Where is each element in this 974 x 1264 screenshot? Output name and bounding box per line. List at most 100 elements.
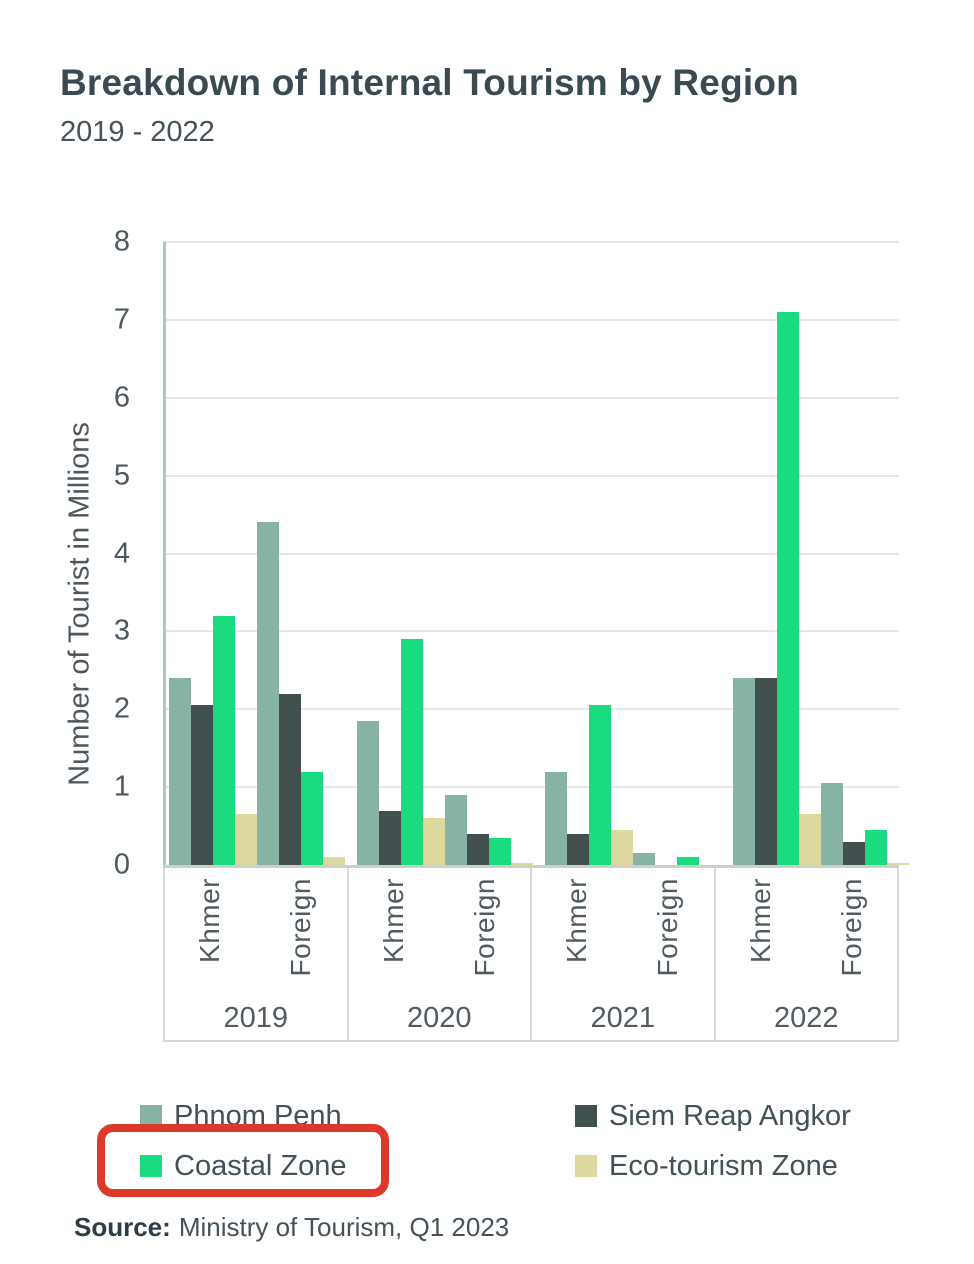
x-axis-half: Foreign — [256, 878, 347, 976]
bar-siem-reap-angkor — [567, 833, 589, 865]
bar-siem-reap-angkor — [843, 841, 865, 865]
bar-group-2020 — [351, 242, 539, 865]
bar-eco-tourism-zone — [611, 829, 633, 865]
legend-item-eco-tourism-zone: Eco-tourism Zone — [575, 1148, 851, 1184]
x-axis-half: Foreign — [439, 878, 530, 976]
x-tick-label-khmer: Khmer — [561, 878, 593, 963]
bar-cluster-2022-foreign — [821, 242, 909, 865]
gridline — [163, 318, 899, 321]
y-tick-label: 3 — [113, 614, 130, 647]
plot-area — [163, 241, 909, 866]
bar-phnom-penh — [733, 678, 755, 865]
source-line: Source: Ministry of Tourism, Q1 2023 — [74, 1212, 509, 1243]
bar-eco-tourism-zone — [235, 814, 257, 865]
x-tick-label-foreign: Foreign — [285, 878, 317, 977]
x-axis-half: Foreign — [623, 878, 714, 976]
x-axis-half: Foreign — [806, 878, 897, 976]
bar-siem-reap-angkor — [379, 810, 401, 865]
x-axis: Khmer Foreign 2019 Khmer Foreign 2020 Khmer For… — [163, 865, 899, 1042]
highlight-annotation-coastal-zone — [97, 1124, 389, 1197]
gridline — [163, 552, 899, 555]
bar-coastal-zone — [301, 771, 323, 865]
source-label: Source: — [74, 1212, 171, 1242]
bar-coastal-zone — [777, 312, 799, 865]
y-axis-ticks: 0 1 2 3 4 5 6 7 8 — [84, 226, 130, 881]
y-tick-label: 2 — [113, 692, 130, 725]
x-tick-label-foreign: Foreign — [835, 878, 867, 977]
y-axis-line — [163, 242, 166, 866]
bar-coastal-zone — [489, 837, 511, 865]
chart-subtitle: 2019 - 2022 — [60, 116, 215, 148]
legend-label: Siem Reap Angkor — [609, 1099, 851, 1132]
year-label-2020: 2020 — [406, 1002, 472, 1034]
bar-eco-tourism-zone — [323, 857, 345, 865]
bar-cluster-2020-foreign — [445, 242, 533, 865]
bar-siem-reap-angkor — [467, 833, 489, 865]
bar-cluster-2021-khmer — [545, 242, 633, 865]
bar-coastal-zone — [677, 857, 699, 865]
bar-coastal-zone — [865, 829, 887, 865]
legend-marker-coastal-zone — [140, 1155, 162, 1177]
bar-eco-tourism-zone — [423, 818, 445, 865]
bar-phnom-penh — [257, 522, 279, 865]
bar-siem-reap-angkor — [191, 705, 213, 865]
bar-group-2021 — [539, 242, 727, 865]
source-text: Ministry of Tourism, Q1 2023 — [178, 1212, 510, 1242]
x-tick-label-foreign: Foreign — [652, 878, 684, 977]
bar-phnom-penh — [357, 720, 379, 865]
legend-marker-siem-reap-angkor — [575, 1105, 597, 1127]
y-tick-label: 6 — [113, 381, 130, 414]
chart-title: Breakdown of Internal Tourism by Region — [60, 62, 799, 103]
legend-item-siem-reap-angkor: Siem Reap Angkor — [575, 1098, 851, 1134]
bar-group-2019 — [163, 242, 351, 865]
x-tick-label-khmer: Khmer — [194, 878, 226, 963]
bar-eco-tourism-zone — [799, 814, 821, 865]
bar-cluster-2019-khmer — [169, 242, 257, 865]
year-label-2022: 2022 — [773, 1002, 839, 1034]
x-tick-label-khmer: Khmer — [744, 878, 776, 963]
x-tick-label-khmer: Khmer — [377, 878, 409, 963]
bar-cluster-2020-khmer — [357, 242, 445, 865]
x-axis-half: Khmer — [532, 878, 623, 963]
bar-eco-tourism-zone — [511, 862, 533, 865]
x-axis-half: Khmer — [349, 878, 440, 963]
gridline — [163, 786, 899, 789]
bar-group-2022 — [727, 242, 915, 865]
bar-siem-reap-angkor — [279, 693, 301, 865]
bar-eco-tourism-zone — [887, 863, 909, 865]
legend-item-coastal-zone: Coastal Zone — [140, 1148, 575, 1184]
bar-cluster-2021-foreign — [633, 242, 721, 865]
gridline — [163, 474, 899, 477]
bar-siem-reap-angkor — [755, 678, 777, 865]
gridline — [163, 708, 899, 711]
bar-phnom-penh — [169, 678, 191, 865]
legend-label: Eco-tourism Zone — [609, 1149, 838, 1182]
gridline — [163, 630, 899, 633]
year-label-2021: 2021 — [590, 1002, 655, 1034]
x-axis-group-2020: Khmer Foreign 2020 — [346, 868, 531, 1040]
x-tick-label-foreign: Foreign — [468, 878, 500, 977]
gridline — [163, 241, 899, 243]
y-tick-label: 5 — [113, 459, 130, 492]
legend-label: Coastal Zone — [174, 1149, 347, 1182]
bar-coastal-zone — [589, 705, 611, 865]
y-tick-label: 7 — [113, 303, 130, 336]
bar-coastal-zone — [213, 615, 235, 865]
legend-marker-eco-tourism-zone — [575, 1155, 597, 1177]
bar-phnom-penh — [545, 771, 567, 865]
bar-cluster-2019-foreign — [257, 242, 345, 865]
legend-marker-phnom-penh — [140, 1105, 162, 1127]
x-axis-group-2021: Khmer Foreign 2021 — [530, 868, 714, 1040]
gridlines — [163, 241, 899, 865]
bar-cluster-2022-khmer — [733, 242, 821, 865]
x-axis-group-2019: Khmer Foreign 2019 — [163, 868, 347, 1040]
year-label-2019: 2019 — [223, 1002, 288, 1034]
bar-coastal-zone — [401, 639, 423, 865]
bars-layer — [163, 242, 909, 865]
x-axis-half: Khmer — [165, 878, 256, 963]
bar-phnom-penh — [445, 794, 467, 865]
y-tick-label: 8 — [113, 225, 130, 258]
x-axis-group-2022: Khmer Foreign 2022 — [713, 868, 898, 1040]
y-tick-label: 4 — [113, 537, 130, 569]
